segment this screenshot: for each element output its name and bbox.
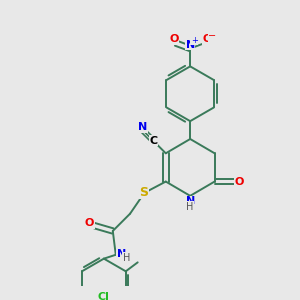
Text: N: N [186,196,195,206]
Text: O: O [203,34,212,44]
Text: C: C [150,136,158,146]
Text: N: N [138,122,147,132]
Text: S: S [139,186,148,199]
Text: N: N [116,249,126,259]
Text: H: H [122,253,130,263]
Text: H: H [187,202,194,212]
Text: +: + [191,36,198,45]
Text: −: − [208,31,216,41]
Text: O: O [85,218,94,228]
Text: O: O [235,177,244,187]
Text: N: N [186,40,195,50]
Text: O: O [169,34,179,44]
Text: Cl: Cl [98,292,110,300]
